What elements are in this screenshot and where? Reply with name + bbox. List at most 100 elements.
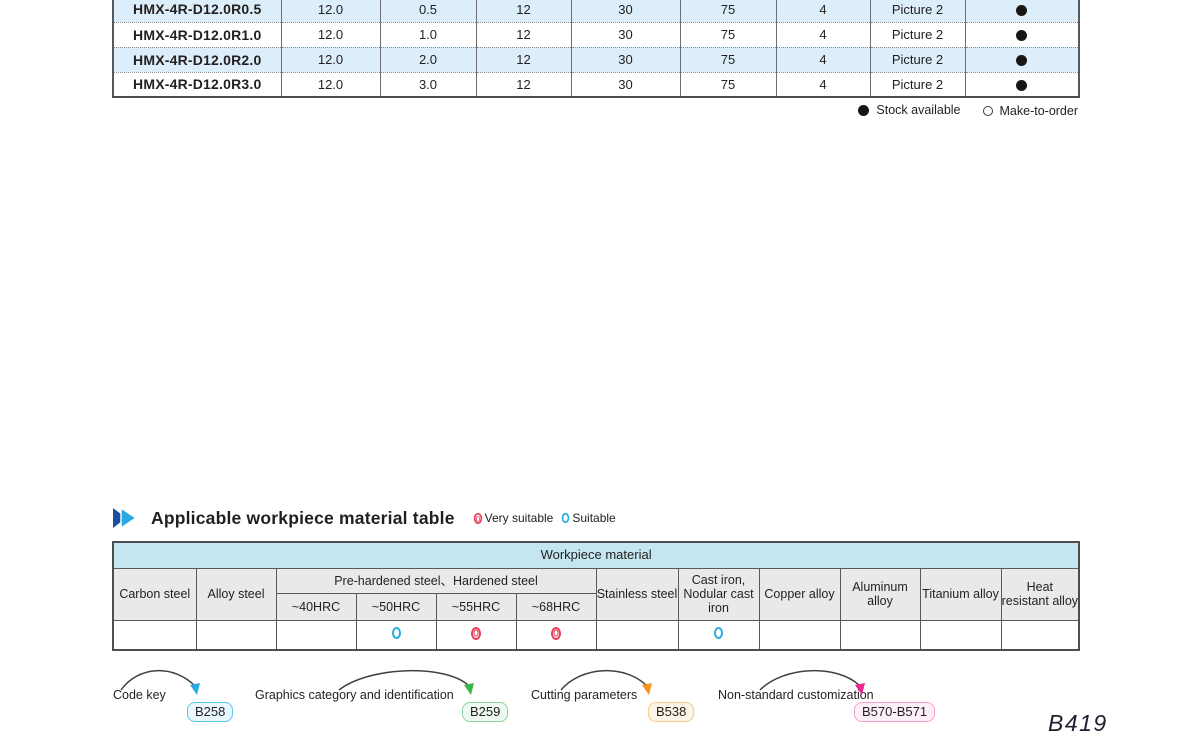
material-column-header: Titanium alloy	[919, 567, 1002, 621]
hrc-column-header: ~68HRC	[515, 592, 597, 621]
page-ref-badge[interactable]: B570-B571	[854, 702, 936, 722]
hrc-column-header: ~50HRC	[355, 592, 437, 621]
material-mark-cell	[758, 619, 841, 651]
spec-value-cell: Picture 2	[869, 22, 965, 48]
spec-value-cell: 0.5	[379, 0, 476, 23]
suitable-icon	[562, 512, 570, 524]
footer-link-label: Cutting parameters	[531, 688, 638, 702]
spec-value-cell: 12	[475, 22, 571, 48]
suitability-legend: Very suitable Suitable	[465, 511, 616, 525]
material-column-header: Stainless steel	[595, 567, 679, 621]
spec-value-cell: 12	[475, 72, 571, 97]
spec-value-cell: 75	[679, 72, 776, 97]
spec-value-cell: 12	[475, 0, 571, 23]
legend-item: Make-to-order	[982, 103, 1079, 118]
spec-row: HMX-4R-D12.0R0.5 12.0 0.5 12 30 75 4 Picture 2	[113, 0, 1079, 23]
legend-item: Stock available	[858, 103, 961, 117]
spec-value-cell: 4	[775, 72, 870, 97]
model-cell: HMX-4R-D12.0R3.0	[133, 76, 262, 93]
material-mark-cell	[919, 619, 1002, 651]
spec-value-cell: 1.0	[379, 22, 476, 48]
very-suitable-icon	[473, 512, 482, 524]
model-cell: HMX-4R-D12.0R0.5	[113, 0, 281, 23]
spec-value-cell: 4	[775, 0, 870, 23]
legend-label: Suitable	[572, 511, 616, 525]
material-column-header: Alloy steel	[195, 567, 277, 621]
stock-legend: Stock available Make-to-order	[112, 103, 1078, 119]
make-to-order-icon	[982, 105, 993, 116]
material-mark-cell	[112, 619, 197, 651]
material-column-header: Copper alloy	[758, 567, 841, 621]
section-title: Applicable workpiece material table	[151, 507, 455, 528]
double-chevron-icon	[113, 507, 138, 529]
stock-cell	[964, 72, 1079, 97]
material-mark-cell	[435, 619, 517, 651]
material-column-header: Heat resistant alloy	[1000, 567, 1080, 621]
legend-label: Make-to-order	[999, 103, 1079, 118]
page-ref-badge[interactable]: B258	[187, 702, 234, 722]
spec-value-cell: Picture 2	[869, 0, 965, 23]
spec-value-cell: 12	[475, 47, 571, 73]
legend-item: Suitable	[561, 511, 616, 525]
stock-available-icon	[1016, 55, 1028, 67]
very-suitable-icon	[471, 626, 481, 640]
legend-item: Very suitable	[473, 511, 554, 525]
spec-value-cell: 75	[679, 0, 776, 23]
spec-value-cell: 30	[570, 47, 680, 73]
spec-row: HMX-4R-D12.0R3.0 12.0 3.0 12 30 75 4 Picture 2	[113, 72, 1079, 97]
footer-link-label: Non-standard customization	[718, 688, 874, 702]
material-mark-cell	[1000, 619, 1080, 651]
model-cell: HMX-4R-D12.0R1.0	[113, 22, 281, 48]
spec-value-cell: 4	[775, 22, 870, 48]
footer-link-label: Graphics category and identification	[255, 688, 454, 702]
spec-value-cell: 12.0	[280, 0, 380, 23]
footer-link-label: Code key	[113, 688, 166, 702]
spec-value-cell: 30	[570, 0, 680, 23]
material-mark-cell	[515, 619, 597, 651]
material-column-header: Cast iron, Nodular cast iron	[677, 567, 760, 621]
spec-row: HMX-4R-D12.0R1.0 12.0 1.0 12 30 75 4 Picture 2	[113, 22, 1079, 48]
material-mark-cell	[677, 619, 760, 651]
legend-label: Stock available	[876, 103, 961, 117]
workpiece-material-table: Workpiece material Carbon steel Alloy ste…	[112, 541, 1081, 651]
hrc-column-header: ~55HRC	[435, 592, 517, 621]
stock-available-icon	[1016, 4, 1028, 16]
material-mark-cell	[275, 619, 357, 651]
spec-row: HMX-4R-D12.0R2.0 12.0 2.0 12 30 75 4 Picture 2	[113, 47, 1079, 73]
suitable-icon	[391, 627, 401, 640]
group-header: Pre-hardened steel、Hardened steel	[275, 567, 597, 594]
stock-cell	[964, 0, 1079, 23]
material-mark-cell	[355, 619, 437, 651]
material-mark-cell	[195, 619, 277, 651]
page-number: B419	[1048, 710, 1108, 736]
material-section-header: Applicable workpiece material table Very…	[112, 507, 616, 529]
spec-value-cell: 2.0	[379, 47, 476, 73]
suitable-icon	[714, 627, 723, 640]
spec-value-cell: Picture 2	[869, 47, 965, 73]
spec-value-cell: 30	[570, 22, 680, 48]
legend-label: Very suitable	[484, 511, 554, 525]
stock-cell	[964, 22, 1079, 48]
material-column-header: Aluminum alloy	[839, 567, 921, 621]
spec-value-cell: 75	[679, 22, 776, 48]
page-ref-badge[interactable]: B538	[648, 702, 695, 722]
spec-value-cell: Picture 2	[869, 72, 965, 97]
spec-value-cell: 30	[570, 72, 680, 97]
spec-value-cell: 75	[679, 47, 776, 73]
spec-value-cell: 4	[775, 47, 870, 73]
hrc-column-header: ~40HRC	[275, 592, 357, 621]
material-mark-cell	[839, 619, 921, 651]
curved-arrow-icon	[120, 670, 200, 695]
stock-available-icon	[1016, 79, 1028, 91]
material-column-header: Carbon steel	[112, 567, 197, 621]
very-suitable-icon	[551, 626, 561, 640]
curved-arrow-icon	[338, 669, 474, 695]
material-mark-cell	[595, 619, 679, 651]
stock-cell	[964, 47, 1079, 73]
spec-value-cell: 12.0	[280, 72, 380, 97]
spec-value-cell: 3.0	[379, 72, 476, 97]
curved-arrow-icon	[759, 669, 865, 695]
page-ref-badge[interactable]: B259	[462, 702, 509, 722]
